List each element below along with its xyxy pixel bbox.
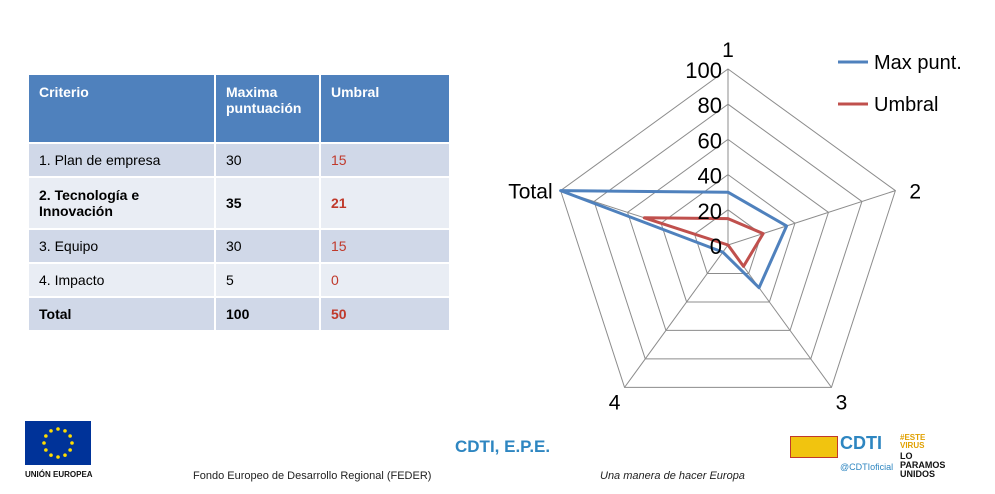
row-max: 30 [216,144,319,176]
slogan-line: PARAMOS [900,460,946,470]
table-row: Total 100 50 [29,298,449,330]
eu-star [63,429,67,433]
motto-text: Una manera de hacer Europa [600,470,745,482]
row-max: 5 [216,264,319,296]
row-umbral: 15 [321,144,449,176]
slogan: LO PARAMOS UNIDOS [900,452,945,479]
row-criterio: 4. Impacto [29,264,214,296]
criteria-table: Criterio Maxima puntuación Umbral 1. Pla… [27,73,451,332]
radial-tick-label: 60 [698,128,722,153]
slogan-line: UNIDOS [900,469,936,479]
cdti-handle: @CDTIoficial [840,462,894,472]
row-umbral: 0 [321,264,449,296]
hashtag-badge: #ESTE VIRUS [900,434,925,450]
axis-label: 2 [909,181,921,204]
government-logo-icon [790,436,838,458]
header-maxima: Maxima puntuación [216,75,319,142]
eu-star [56,427,60,431]
eu-star [68,448,72,452]
eu-star [42,441,46,445]
eu-star [63,453,67,457]
eu-star [49,453,53,457]
slogan-line: LO [900,451,913,461]
grid-spoke [624,244,729,388]
eu-star [70,441,74,445]
grid-spoke [727,244,832,388]
table-row: 2. Tecnología e Innovación 35 21 [29,178,449,228]
hashtag-line: VIRUS [900,441,925,450]
axis-label: Total [508,181,552,204]
row-umbral: 21 [321,178,449,228]
eu-star [49,429,53,433]
row-umbral: 50 [321,298,449,330]
series-line [642,216,765,268]
eu-label: UNIÓN EUROPEA [25,470,93,479]
radial-tick-label: 80 [698,93,722,118]
axis-label: 4 [609,391,621,410]
eu-flag-icon [25,421,91,465]
radial-tick-label: 0 [710,234,722,259]
radial-tick-label: 100 [685,58,722,83]
row-max: 35 [216,178,319,228]
grid-ring [560,68,896,388]
row-criterio: 2. Tecnología e Innovación [29,178,214,228]
radial-tick-label: 40 [698,164,722,189]
cdti-logo: CDTI [840,433,882,453]
series-line [559,189,789,290]
cdti-title: CDTI, E.P.E. [455,437,551,456]
hashtag-line: #ESTE [900,433,926,442]
table-row: 1. Plan de empresa 30 15 [29,144,449,176]
axis-label: 3 [836,391,848,410]
row-max: 30 [216,230,319,262]
grid-spoke [727,190,896,246]
legend-label: Umbral [874,94,938,116]
grid-ring [593,103,863,360]
eu-star [44,448,48,452]
grid-ring [660,173,796,303]
table-header-row: Criterio Maxima puntuación Umbral [29,75,449,142]
table-row: 4. Impacto 5 0 [29,264,449,296]
feder-text: Fondo Europeo de Desarrollo Regional (FE… [193,470,432,482]
axis-label: 1 [722,39,734,62]
table-row: 3. Equipo 30 15 [29,230,449,262]
radial-tick-label: 20 [698,199,722,224]
row-criterio: 1. Plan de empresa [29,144,214,176]
header-umbral: Umbral [321,75,449,142]
eu-star [56,455,60,459]
eu-star [44,434,48,438]
header-criterio: Criterio [29,75,214,142]
row-criterio: 3. Equipo [29,230,214,262]
eu-star [68,434,72,438]
row-criterio: Total [29,298,214,330]
legend-label: Max punt. [874,52,962,74]
row-umbral: 15 [321,230,449,262]
row-max: 100 [216,298,319,330]
grid-ring [626,138,830,331]
